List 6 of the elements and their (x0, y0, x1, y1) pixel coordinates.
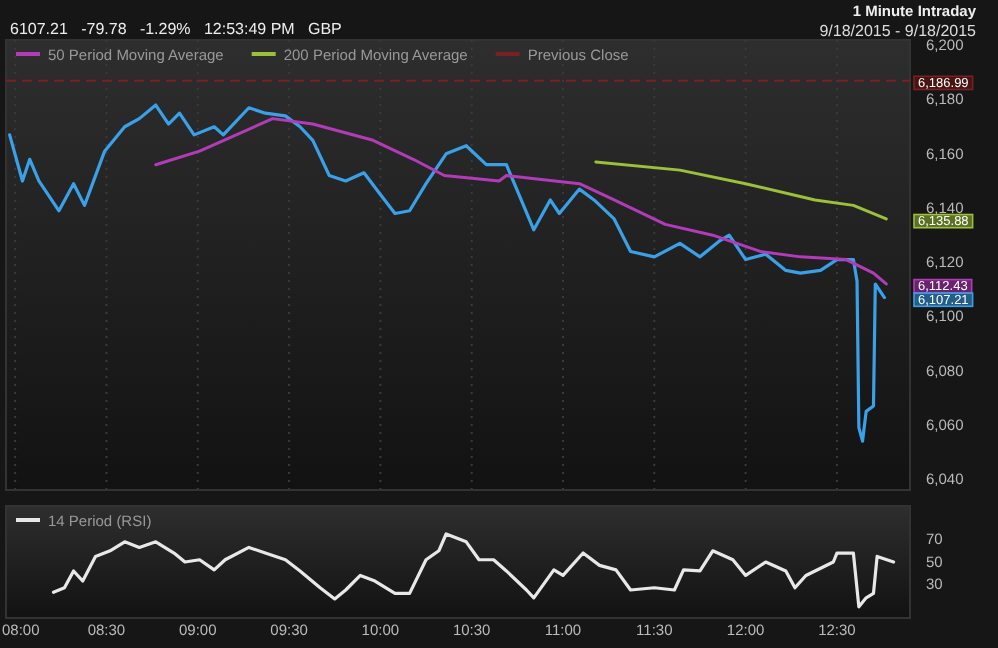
line-series (594, 160, 888, 221)
chart-subtitle: 9/18/2015 - 9/18/2015 (819, 22, 978, 40)
line-series (8, 103, 887, 443)
line-series (51, 532, 896, 609)
line-series (154, 117, 888, 286)
text: 6107.21 -79.78 -1.29% 12:53:49 PM GBP (10, 20, 342, 38)
